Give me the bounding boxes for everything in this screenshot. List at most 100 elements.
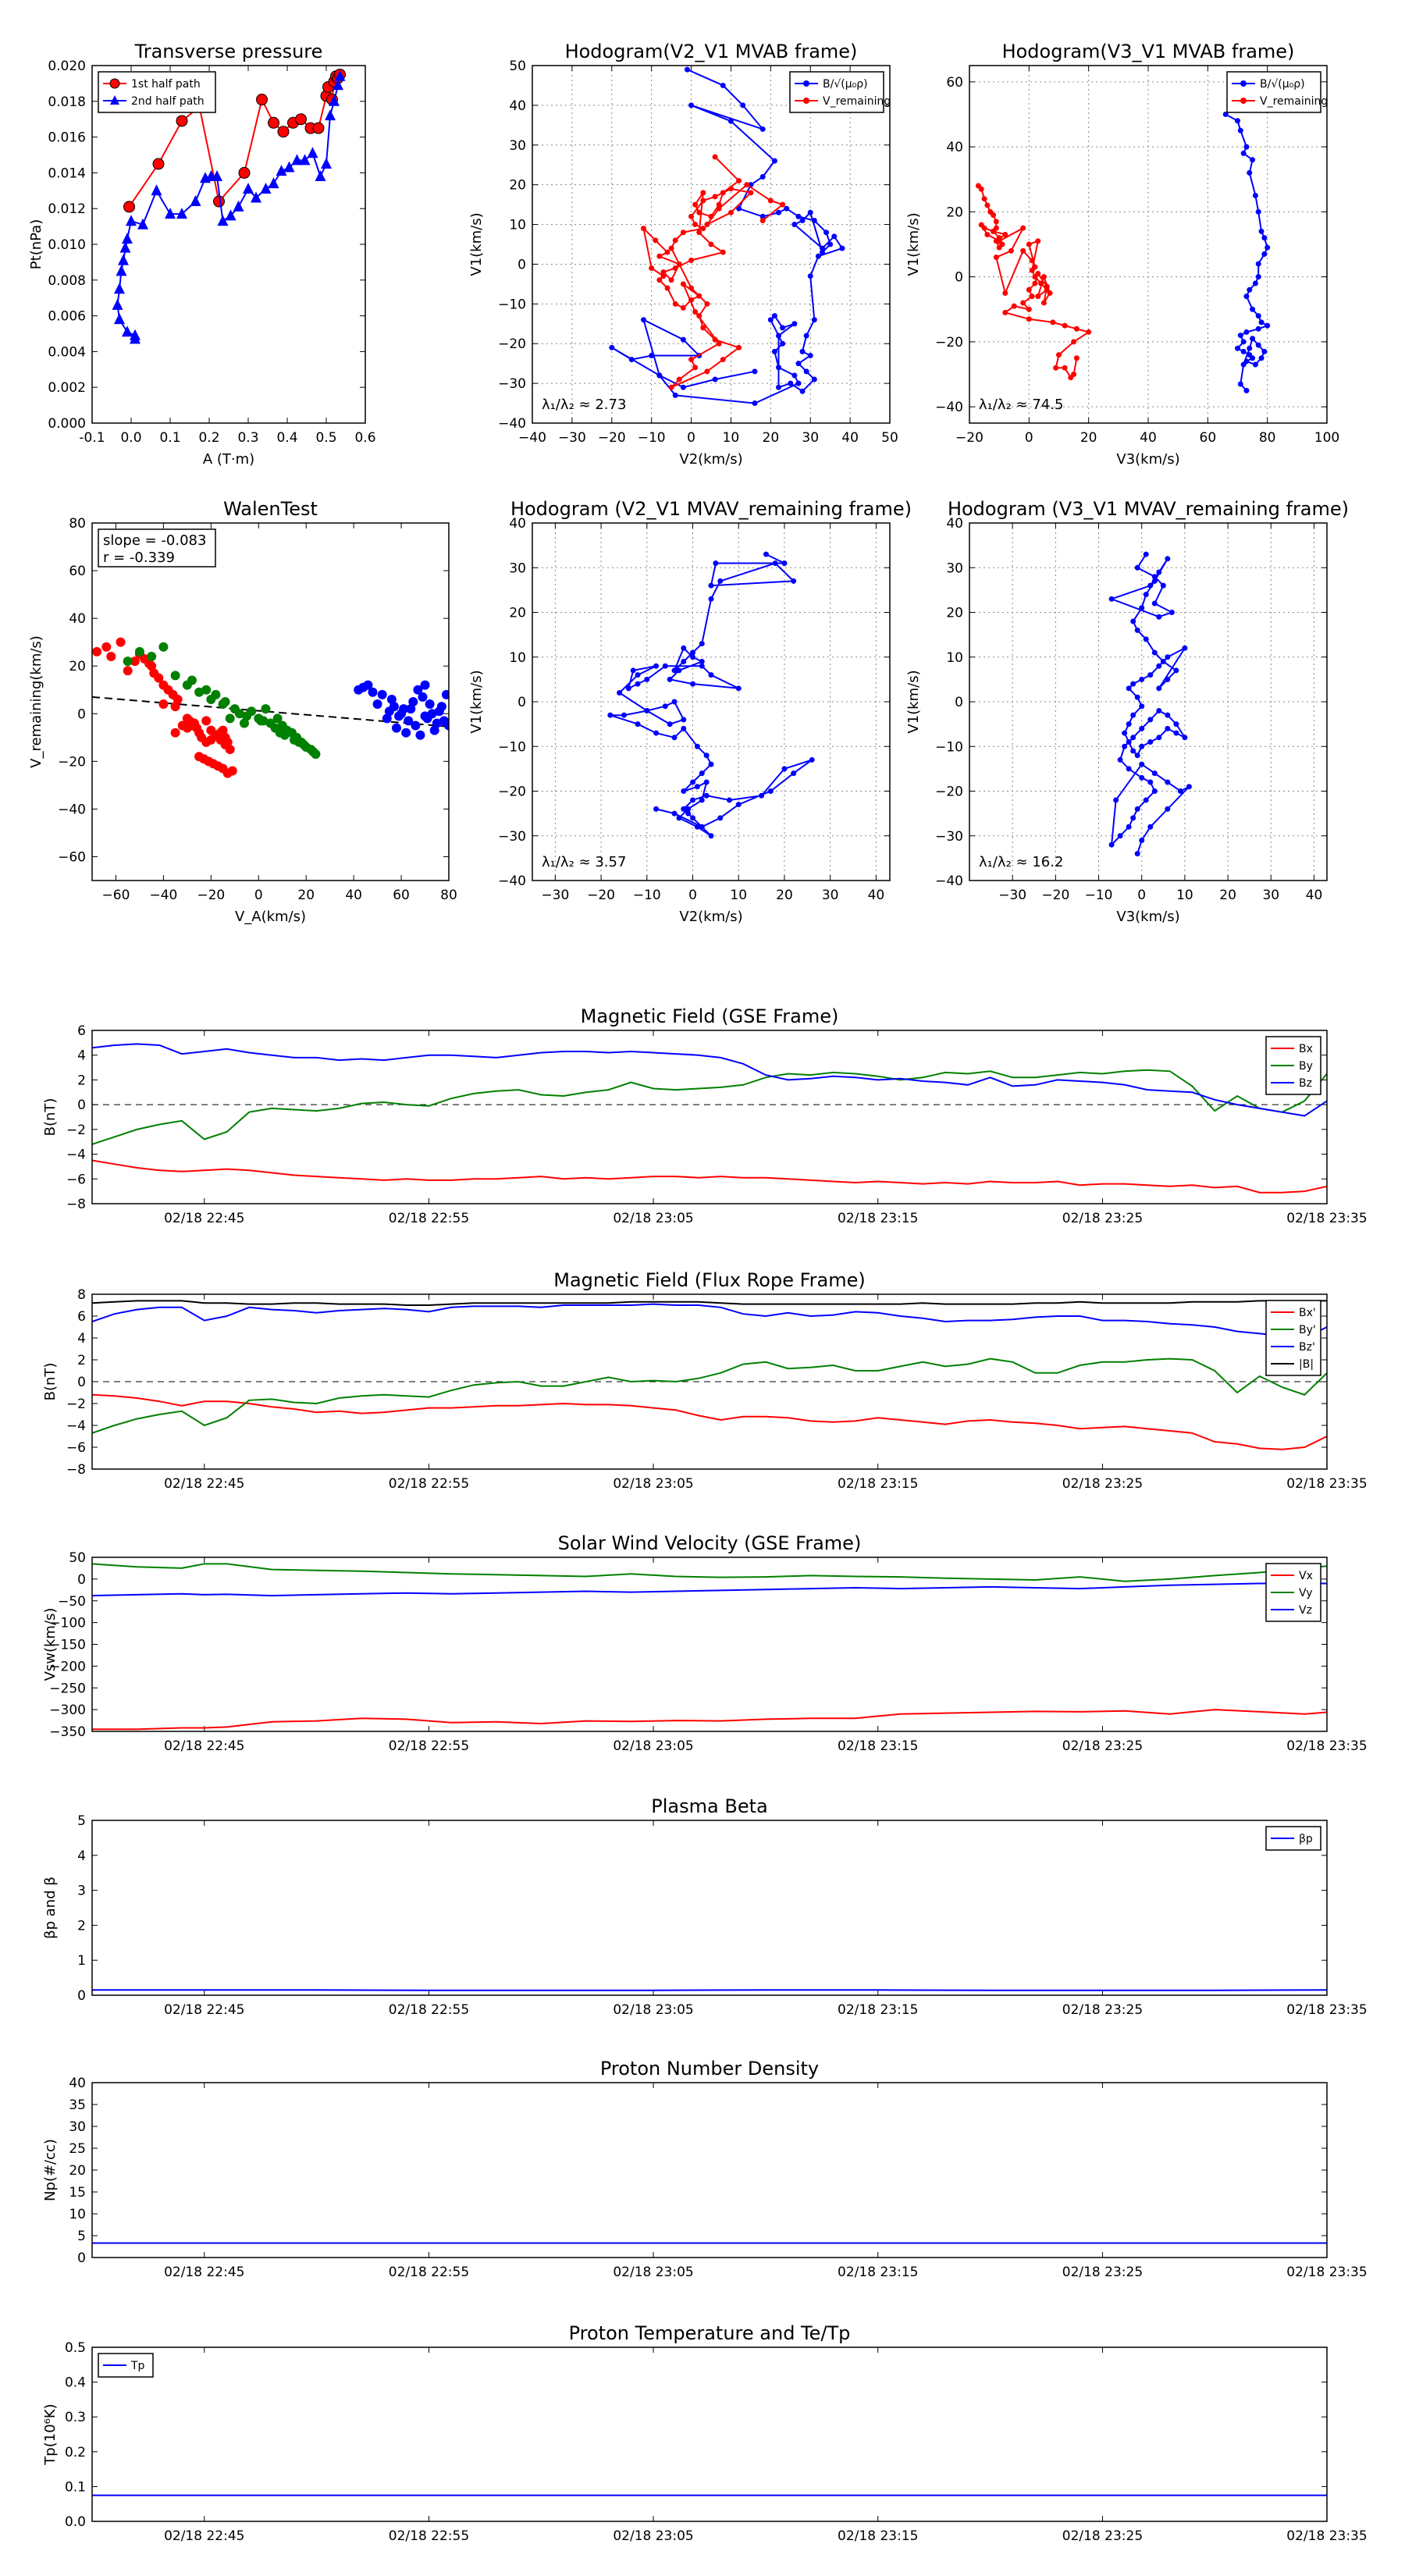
data-point — [275, 728, 285, 738]
data-point — [690, 779, 696, 785]
data-point — [635, 672, 641, 678]
data-point — [1020, 247, 1026, 254]
data-point — [1243, 294, 1250, 300]
data-point — [401, 728, 411, 738]
data-point — [712, 154, 718, 160]
data-point — [1143, 592, 1149, 598]
data-point — [668, 277, 674, 283]
y-tick-label: −6 — [66, 1172, 86, 1187]
series-line-Vx — [92, 1709, 1327, 1731]
data-point — [123, 201, 135, 213]
y-tick-label: 0 — [77, 1988, 86, 2004]
data-point — [776, 384, 782, 390]
x-tick-label: 0 — [1137, 888, 1146, 903]
ratio-annotation: λ₁/λ₂ ≈ 74.5 — [979, 397, 1063, 413]
y-tick-label: −200 — [49, 1659, 86, 1674]
x-tick-label: 80 — [440, 888, 457, 903]
data-point — [680, 304, 686, 311]
y-tick-label: 0.000 — [48, 416, 86, 432]
data-point — [690, 797, 696, 803]
x-tick-label: 02/18 23:05 — [613, 1476, 693, 1492]
data-point — [788, 380, 794, 386]
x-tick-label: 02/18 23:15 — [838, 1211, 918, 1226]
data-point — [690, 815, 696, 821]
data-point — [676, 376, 682, 382]
y-tick-label: −4 — [66, 1147, 86, 1163]
data-point — [688, 213, 695, 219]
x-tick-label: 02/18 23:25 — [1062, 1476, 1143, 1492]
data-point — [1134, 806, 1140, 812]
x-tick-label: 02/18 22:45 — [164, 2002, 244, 2018]
data-point — [368, 687, 378, 697]
chart-title: Proton Number Density — [600, 2058, 819, 2080]
data-point — [696, 313, 702, 319]
x-axis-label: A (T·m) — [203, 451, 254, 468]
data-point — [225, 209, 237, 221]
data-point — [391, 723, 401, 733]
data-point — [1139, 676, 1145, 682]
y-tick-label: 30 — [509, 138, 526, 154]
data-point — [708, 761, 714, 767]
data-point — [680, 384, 686, 390]
data-point — [441, 689, 449, 699]
x-tick-label: 02/18 23:35 — [1286, 1738, 1367, 1754]
series-line-B/√(μ₀ρ) — [1225, 113, 1270, 392]
data-point — [1126, 721, 1132, 728]
chart-title: Hodogram (V2_V1 MVAV_remaining frame) — [510, 498, 912, 520]
data-point — [114, 283, 125, 294]
data-point — [415, 730, 425, 740]
series-line-By' — [92, 1357, 1327, 1434]
data-point — [809, 756, 815, 763]
data-point — [811, 217, 817, 223]
data-point — [434, 706, 444, 717]
data-point — [1139, 725, 1145, 731]
data-point — [700, 325, 706, 331]
data-point — [1168, 610, 1175, 615]
data-point — [122, 326, 133, 337]
y-tick-label: 20 — [69, 659, 86, 674]
x-tick-label: −40 — [518, 430, 546, 446]
data-point — [1130, 815, 1136, 821]
x-tick-label: 02/18 23:05 — [613, 1738, 693, 1754]
data-point — [791, 372, 798, 379]
x-tick-label: −30 — [998, 888, 1026, 903]
x-tick-label: 40 — [1306, 888, 1323, 903]
data-point — [1040, 300, 1047, 306]
y-tick-label: −30 — [498, 376, 526, 392]
x-tick-label: −20 — [587, 888, 615, 903]
data-point — [201, 716, 212, 726]
data-point — [130, 329, 140, 340]
data-point — [1139, 605, 1145, 611]
data-point — [784, 205, 790, 212]
data-point — [827, 241, 834, 247]
data-point — [251, 191, 261, 203]
data-point — [1264, 244, 1271, 251]
legend-label: 1st half path — [131, 78, 201, 91]
data-point — [382, 713, 392, 724]
data-point — [101, 642, 112, 652]
data-point — [308, 747, 318, 757]
x-tick-label: 02/18 23:15 — [838, 1738, 918, 1754]
y-tick-label: −10 — [935, 739, 963, 755]
legend-box — [1226, 71, 1321, 113]
data-point — [1062, 322, 1068, 329]
x-tick-label: 30 — [1262, 888, 1279, 903]
y-tick-label: 1 — [77, 1953, 86, 1969]
y-tick-label: 0.020 — [48, 59, 86, 74]
data-point — [256, 94, 268, 106]
data-point — [692, 201, 699, 208]
data-point — [996, 238, 1002, 244]
chart-title: Proton Temperature and Te/Tp — [569, 2322, 851, 2344]
data-point — [220, 697, 230, 706]
data-point — [1130, 618, 1136, 624]
data-point — [780, 325, 786, 331]
x-tick-label: 02/18 23:25 — [1062, 2002, 1143, 2018]
data-point — [694, 784, 700, 790]
data-point — [772, 560, 778, 567]
legend-box — [98, 2353, 154, 2378]
data-point — [411, 720, 421, 731]
data-point — [727, 118, 734, 124]
y-tick-label: 0 — [77, 1375, 86, 1390]
data-point — [1243, 144, 1250, 150]
data-point — [1160, 658, 1166, 664]
